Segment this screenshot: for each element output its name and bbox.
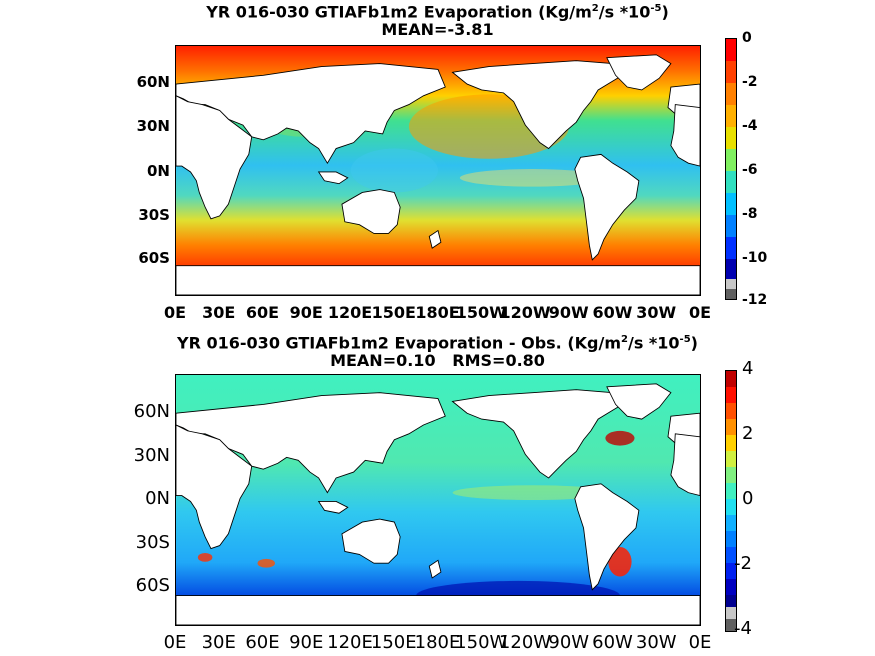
bottom-title-sup1: 2	[621, 334, 628, 345]
bottom-lat-label: 30N	[133, 445, 170, 466]
top-title-text: YR 016-030 GTIAFb1m2 Evaporation (Kg/m	[206, 2, 592, 22]
continent-shape	[176, 265, 700, 295]
bottom-title-text: YR 016-030 GTIAFb1m2 Evaporation - Obs. …	[177, 333, 621, 353]
bottom-lat-label: 60N	[133, 401, 170, 422]
bottom-lon-label: 90W	[548, 632, 590, 653]
bottom-colorbar	[725, 370, 737, 632]
continent-shape	[451, 389, 629, 479]
top-map-title: YR 016-030 GTIAFb1m2 Evaporation (Kg/m2/…	[175, 0, 700, 21]
bottom-cbar-label: 2	[742, 423, 754, 444]
top-cbar-label: -2	[742, 74, 758, 90]
continent-shape	[574, 483, 640, 591]
bottom-lon-label: 150W	[455, 632, 508, 653]
bottom-lon-label: 120E	[327, 632, 373, 653]
continent-shape	[451, 60, 629, 150]
bottom-lat-axis: 60N 30N 0N 30S 60S	[110, 374, 170, 626]
bottom-lat-label: 30S	[135, 532, 170, 553]
continent-shape	[176, 424, 253, 550]
top-title-sup2: -5	[650, 3, 662, 14]
continent-shape	[341, 189, 401, 234]
top-lat-axis: 60N 30N 0N 30S 60S	[120, 45, 170, 296]
bottom-title-suffix: )	[690, 333, 698, 353]
top-lon-label: 150E	[371, 303, 416, 322]
top-lat-label: 0N	[147, 162, 170, 180]
top-title-mid: /s *10	[598, 2, 651, 22]
continent-shape	[670, 433, 700, 497]
top-lat-label: 60N	[136, 73, 170, 91]
top-map-stats: MEAN=-3.81	[381, 20, 494, 39]
bottom-lon-label: 180E	[414, 632, 461, 653]
bottom-lon-label: 60W	[592, 632, 633, 653]
top-colorbar-svg	[726, 39, 736, 299]
continent-shape	[317, 501, 349, 514]
top-lon-label: 60E	[245, 303, 280, 322]
bottom-lon-label: 30W	[635, 632, 677, 653]
top-map	[175, 45, 701, 296]
continent-shape	[606, 383, 672, 420]
top-lat-label: 30S	[138, 206, 170, 224]
continent-shape	[341, 518, 401, 564]
top-lon-label: 30E	[202, 303, 236, 322]
bottom-lat-label: 0N	[145, 488, 170, 509]
top-lon-label: 0E	[688, 303, 712, 322]
top-lon-axis: 0E 30E 60E 90E 120E 150E 180E 150W 120W 90W 60W 30W…	[160, 303, 720, 327]
top-title-sup1: 2	[591, 3, 599, 14]
continent-shape	[176, 95, 253, 220]
bottom-colorbar-svg	[726, 371, 736, 631]
top-cbar-label: -4	[742, 118, 758, 134]
bottom-lon-label: 30E	[201, 632, 236, 653]
bottom-map-title: YR 016-030 GTIAFb1m2 Evaporation - Obs. …	[145, 331, 730, 352]
bottom-title-sup2: -5	[679, 334, 691, 345]
top-cbar-label: 0	[742, 30, 752, 46]
continent-shape	[428, 229, 442, 249]
top-lon-label: 60W	[592, 303, 633, 322]
top-title-suffix: )	[661, 2, 669, 22]
bottom-map-svg	[176, 375, 700, 625]
top-cbar-label: -12	[742, 292, 768, 308]
bottom-lon-axis: 0E 30E 60E 90E 120E 150E 180E 150W 120W 90W 60W 30W…	[160, 632, 720, 656]
top-lon-label: 120W	[499, 303, 551, 322]
continent-shape	[574, 153, 640, 261]
bottom-lat-label: 60S	[135, 575, 170, 596]
top-lon-label: 180E	[415, 303, 460, 322]
top-lat-label: 60S	[138, 249, 170, 267]
bottom-map	[175, 374, 701, 626]
top-cbar-label: -6	[742, 162, 758, 178]
bottom-cbar-label: -4	[734, 618, 752, 639]
top-lon-label: 150W	[455, 303, 507, 322]
bottom-cbar-label: 0	[742, 488, 754, 509]
bottom-cbar-label: -2	[734, 553, 752, 574]
bottom-lon-label: 150E	[370, 632, 417, 653]
bottom-lon-label: 0E	[688, 632, 712, 653]
continent-shape	[428, 559, 442, 579]
bottom-title-mid: /s *10	[627, 333, 680, 353]
bottom-lon-label: 0E	[163, 632, 187, 653]
continent-shape	[606, 54, 672, 91]
bottom-land	[176, 383, 700, 625]
bottom-cbar-label: 4	[742, 358, 754, 379]
bottom-lon-label: 60E	[245, 632, 280, 653]
bottom-map-stats: MEAN=0.10 RMS=0.80	[330, 351, 545, 370]
top-lon-label: 30W	[636, 303, 677, 322]
top-colorbar	[725, 38, 737, 300]
bottom-lon-label: 120W	[498, 632, 552, 653]
top-colorbar-labels: 0 -2 -4 -6 -8 -10 -12	[742, 30, 782, 310]
top-lon-label: 120E	[327, 303, 373, 322]
top-map-svg	[176, 46, 700, 295]
bottom-lon-label: 90E	[289, 632, 324, 653]
top-lat-label: 30N	[136, 117, 170, 135]
top-lon-label: 0E	[163, 303, 187, 322]
continent-shape	[317, 171, 349, 185]
top-lon-label: 90E	[289, 303, 323, 322]
top-cbar-label: -10	[742, 250, 768, 266]
top-lon-label: 90W	[548, 303, 589, 322]
top-cbar-label: -8	[742, 206, 758, 222]
top-land	[176, 54, 700, 295]
bottom-colorbar-labels: 4 2 0 -2 -4	[734, 358, 782, 648]
continent-shape	[176, 595, 700, 625]
continent-shape	[670, 104, 700, 167]
